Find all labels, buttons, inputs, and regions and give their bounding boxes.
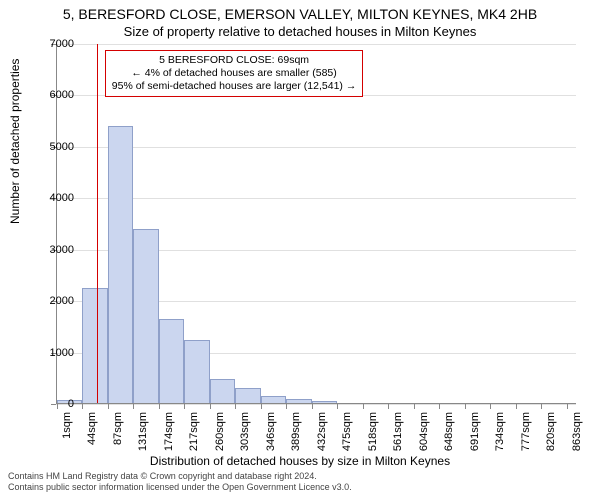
x-tick xyxy=(388,404,389,409)
x-tick-label: 217sqm xyxy=(188,412,200,451)
x-tick xyxy=(261,404,262,409)
histogram-bar xyxy=(108,126,133,404)
x-tick xyxy=(439,404,440,409)
x-tick xyxy=(567,404,568,409)
y-tick-label: 7000 xyxy=(40,38,74,50)
chart-title-address: 5, BERESFORD CLOSE, EMERSON VALLEY, MILT… xyxy=(0,6,600,22)
x-tick-label: 389sqm xyxy=(290,412,302,451)
x-tick xyxy=(541,404,542,409)
x-tick xyxy=(108,404,109,409)
x-tick xyxy=(465,404,466,409)
x-tick-label: 561sqm xyxy=(392,412,404,451)
x-tick xyxy=(490,404,491,409)
x-tick xyxy=(159,404,160,409)
plot-area: 5 BERESFORD CLOSE: 69sqm← 4% of detached… xyxy=(56,44,576,404)
x-tick-label: 346sqm xyxy=(265,412,277,451)
x-tick-label: 604sqm xyxy=(418,412,430,451)
x-tick xyxy=(82,404,83,409)
x-tick-label: 777sqm xyxy=(520,412,532,451)
annotation-line1: 5 BERESFORD CLOSE: 69sqm xyxy=(112,54,357,67)
y-tick-label: 6000 xyxy=(40,89,74,101)
histogram-bar xyxy=(184,340,209,404)
gridline xyxy=(56,44,576,45)
histogram-bar xyxy=(82,288,107,404)
x-tick-label: 475sqm xyxy=(341,412,353,451)
x-tick-label: 691sqm xyxy=(469,412,481,451)
annotation-line3: 95% of semi-detached houses are larger (… xyxy=(112,80,357,93)
x-tick xyxy=(363,404,364,409)
x-tick-label: 734sqm xyxy=(494,412,506,451)
x-tick-label: 518sqm xyxy=(367,412,379,451)
license-line1: Contains HM Land Registry data © Crown c… xyxy=(8,471,352,483)
y-tick-label: 0 xyxy=(40,398,74,410)
x-tick-label: 87sqm xyxy=(112,412,124,445)
gridline xyxy=(56,198,576,199)
histogram-bar xyxy=(235,388,260,404)
x-tick-label: 432sqm xyxy=(316,412,328,451)
x-tick xyxy=(414,404,415,409)
x-tick-label: 820sqm xyxy=(545,412,557,451)
reference-line xyxy=(97,44,98,404)
x-axis-label: Distribution of detached houses by size … xyxy=(0,454,600,468)
y-tick-label: 5000 xyxy=(40,141,74,153)
histogram-bar xyxy=(210,379,235,404)
x-tick xyxy=(337,404,338,409)
y-tick-label: 1000 xyxy=(40,347,74,359)
x-tick-label: 131sqm xyxy=(137,412,149,451)
y-tick-label: 4000 xyxy=(40,192,74,204)
x-tick xyxy=(516,404,517,409)
y-axis-label: Number of detached properties xyxy=(8,59,22,224)
x-tick-label: 44sqm xyxy=(86,412,98,445)
histogram-bar xyxy=(133,229,158,404)
chart-title-subtitle: Size of property relative to detached ho… xyxy=(0,24,600,39)
x-tick-label: 863sqm xyxy=(571,412,583,451)
gridline xyxy=(56,147,576,148)
license-line2: Contains public sector information licen… xyxy=(8,482,352,494)
y-tick-label: 2000 xyxy=(40,295,74,307)
x-tick-label: 303sqm xyxy=(239,412,251,451)
x-tick xyxy=(286,404,287,409)
y-tick-label: 3000 xyxy=(40,244,74,256)
histogram-bar xyxy=(159,319,184,404)
x-tick-label: 1sqm xyxy=(61,412,73,439)
x-tick-label: 174sqm xyxy=(163,412,175,451)
x-tick xyxy=(312,404,313,409)
annotation-box: 5 BERESFORD CLOSE: 69sqm← 4% of detached… xyxy=(105,50,364,97)
x-tick-label: 648sqm xyxy=(443,412,455,451)
x-tick xyxy=(133,404,134,409)
chart-root: 5, BERESFORD CLOSE, EMERSON VALLEY, MILT… xyxy=(0,0,600,500)
annotation-line2: ← 4% of detached houses are smaller (585… xyxy=(112,67,357,80)
x-tick xyxy=(184,404,185,409)
x-tick xyxy=(210,404,211,409)
license-text: Contains HM Land Registry data © Crown c… xyxy=(8,471,352,494)
x-tick xyxy=(235,404,236,409)
x-tick-label: 260sqm xyxy=(214,412,226,451)
